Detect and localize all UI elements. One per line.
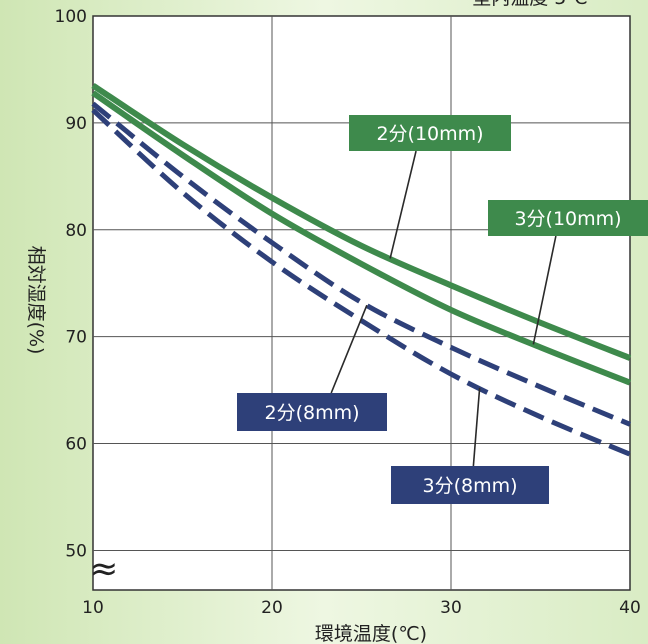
axis-break-mark: ≈ xyxy=(90,549,119,589)
top-note: 室内温度 5℃ xyxy=(472,0,587,9)
series-label-box xyxy=(488,200,648,236)
series-line-4 xyxy=(91,108,631,457)
series-label: 2分(10mm) xyxy=(376,123,483,145)
series-label-box xyxy=(391,466,549,504)
x-axis-title: 環境温度(℃) xyxy=(315,623,427,644)
series-label: 3分(10mm) xyxy=(514,208,621,230)
leader-line xyxy=(389,150,417,259)
series-label-box xyxy=(349,115,511,151)
y-tick-label: 60 xyxy=(65,435,87,455)
x-tick-label: 40 xyxy=(619,598,641,618)
plot-area xyxy=(92,15,631,591)
x-tick-labels: 10 20 30 40 xyxy=(82,598,641,618)
x-tick-label: 30 xyxy=(440,598,462,618)
y-tick-label: 50 xyxy=(65,541,87,561)
series-line-3 xyxy=(91,101,631,427)
y-tick-label: 100 xyxy=(55,7,87,27)
grid xyxy=(93,16,630,590)
y-tick-label: 70 xyxy=(65,328,87,348)
leader-line xyxy=(330,304,368,394)
series-group xyxy=(91,82,632,457)
x-tick-label: 10 xyxy=(82,598,104,618)
y-tick-label: 90 xyxy=(65,114,87,134)
leader-lines xyxy=(330,150,557,467)
y-tick-labels: 50 60 70 80 90 100 xyxy=(55,7,87,561)
y-axis-title: 相対湿度(%) xyxy=(25,246,47,355)
leader-line xyxy=(532,235,557,345)
leader-line xyxy=(472,387,481,467)
series-labels: 2分(10mm) 3分(10mm) 2分(8mm) 3分(8mm) xyxy=(237,115,648,504)
series-label: 2分(8mm) xyxy=(264,402,359,424)
x-tick-label: 20 xyxy=(261,598,283,618)
series-line-1 xyxy=(91,82,632,361)
series-line-2 xyxy=(91,90,632,386)
series-label-box xyxy=(237,393,387,431)
series-label: 3分(8mm) xyxy=(422,475,517,497)
y-tick-label: 80 xyxy=(65,221,87,241)
